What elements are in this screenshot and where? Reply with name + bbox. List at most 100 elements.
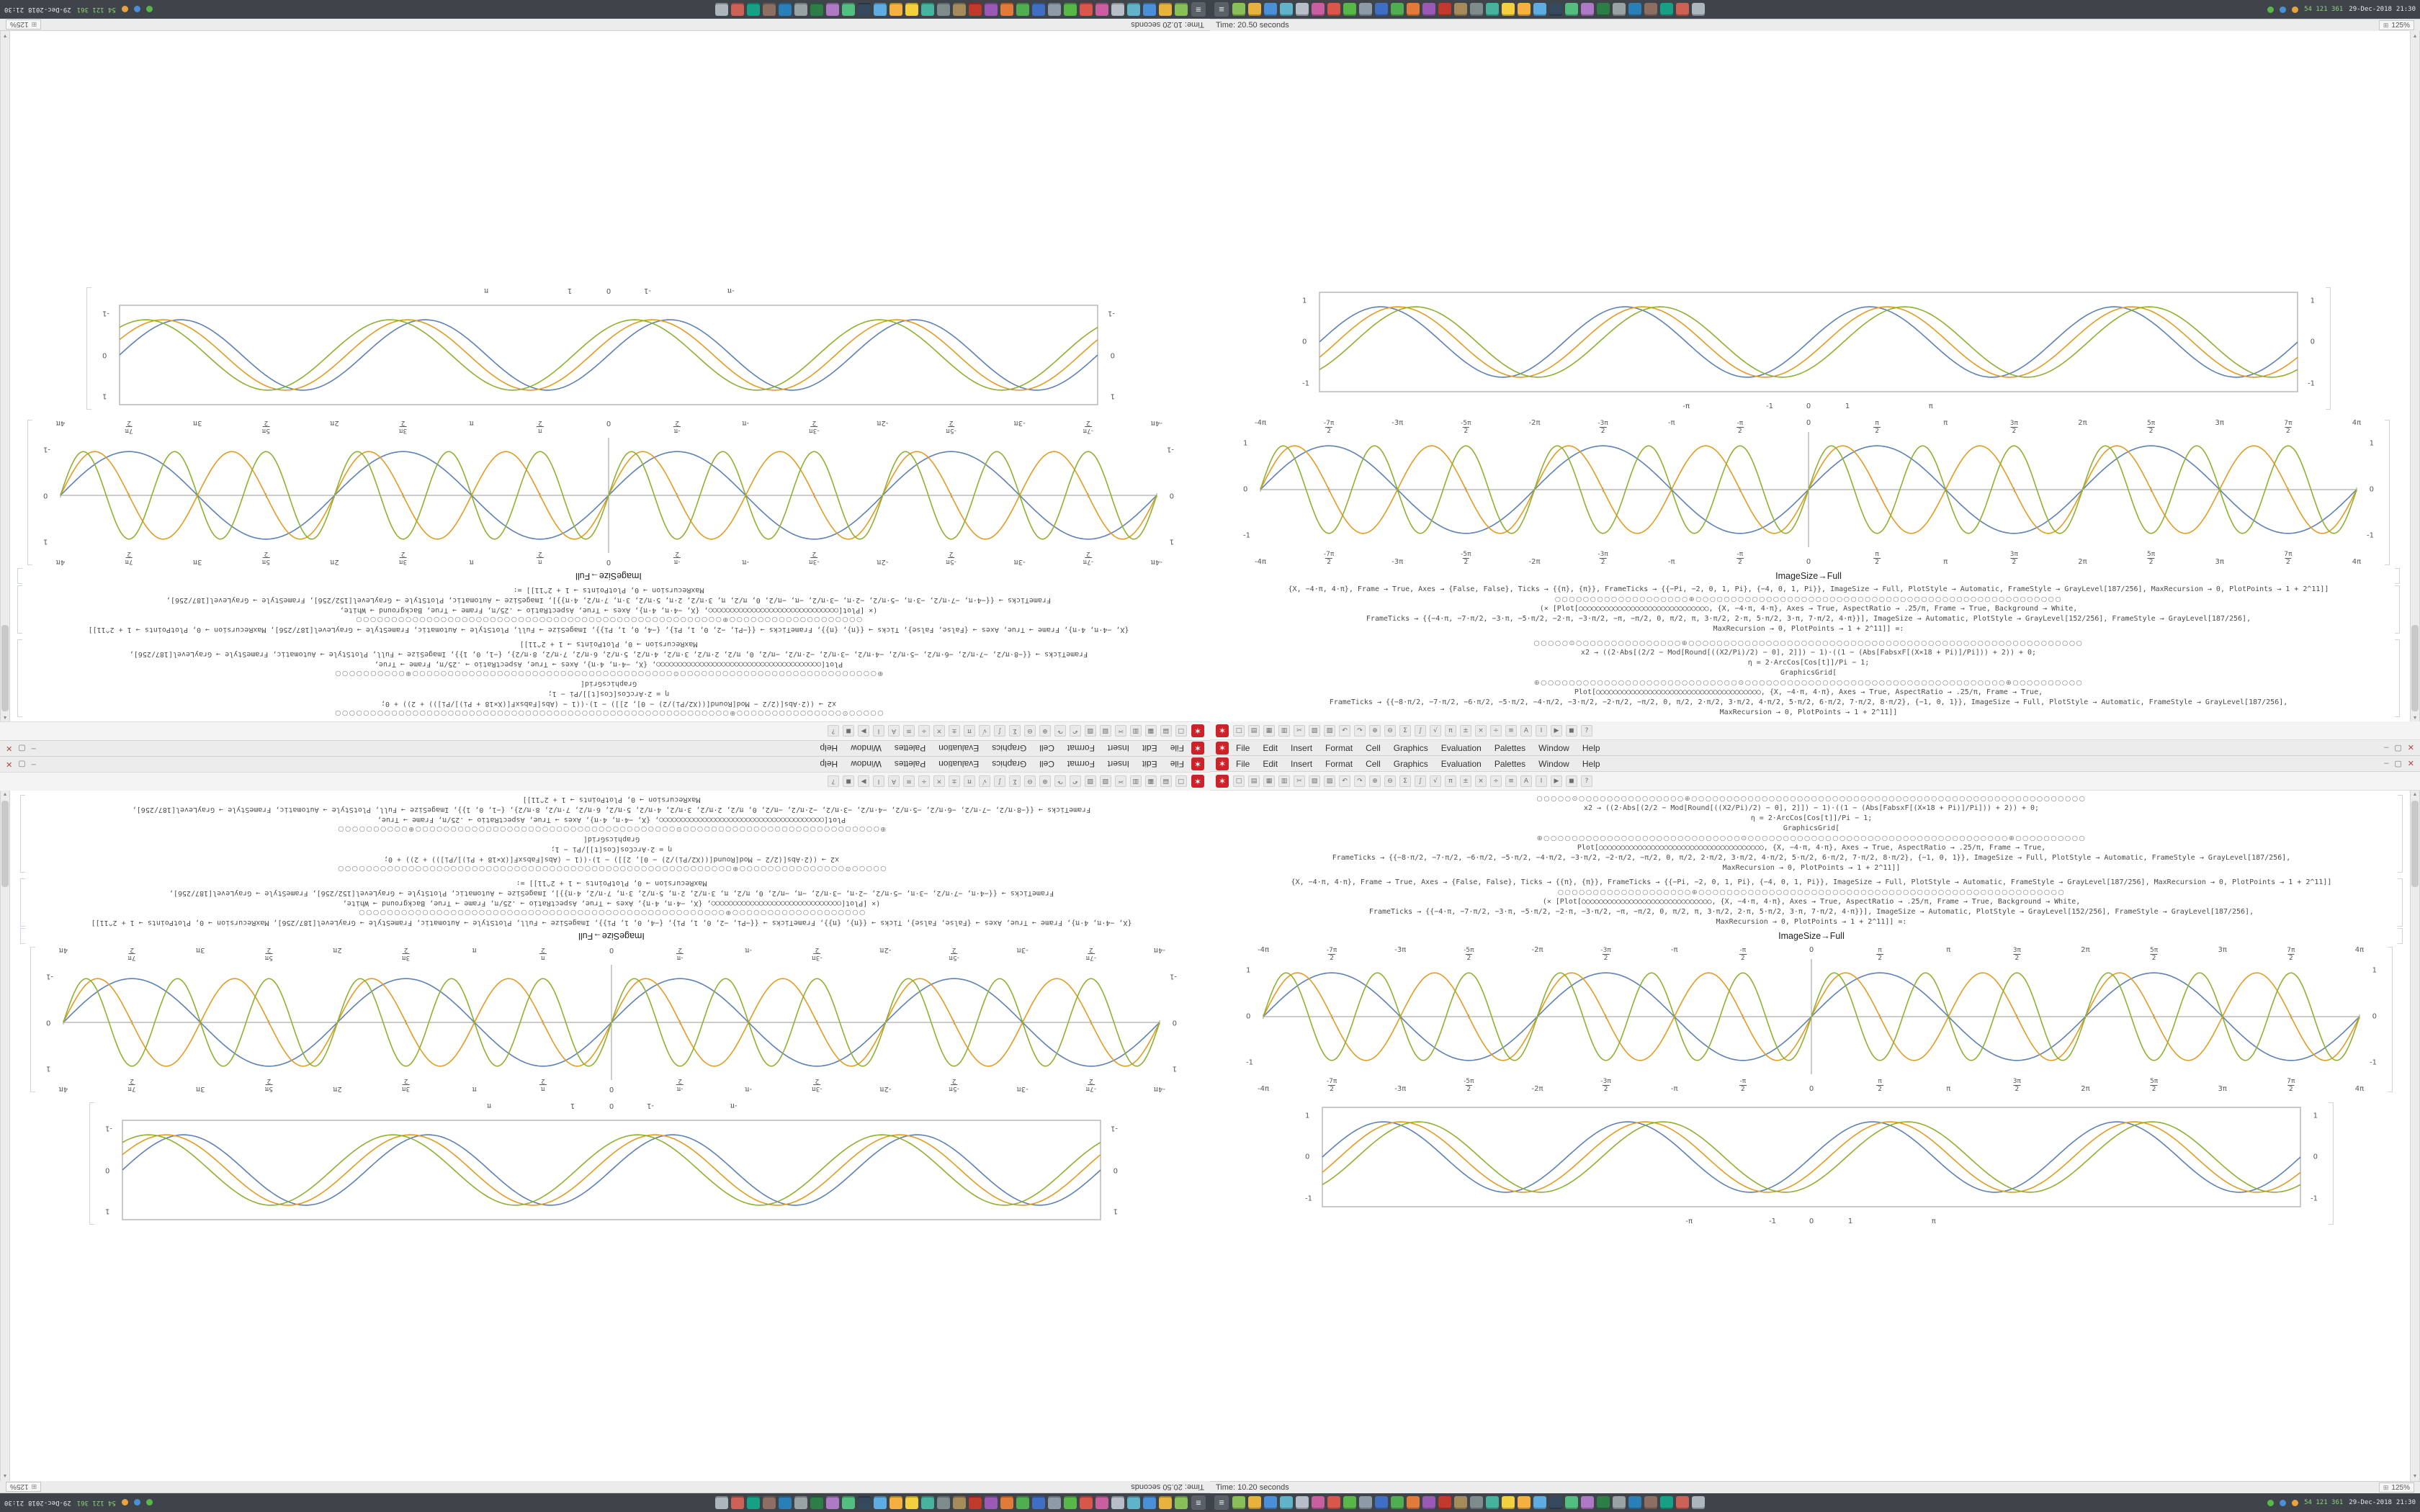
- wolfram-spikey-icon[interactable]: ✶: [1216, 774, 1229, 788]
- volume-icon[interactable]: [2292, 6, 2299, 13]
- menu-graphics[interactable]: Graphics: [992, 759, 1027, 770]
- disk-utility-icon[interactable]: [1613, 3, 1626, 16]
- mail-icon[interactable]: [1280, 1496, 1293, 1509]
- notebook[interactable]: ○○○○○⊙○○○○○○○○○○○○○○○⊕○○○○○○○○○○○○○○○○○○…: [1210, 791, 2410, 1481]
- archive-manager-icon[interactable]: [1454, 3, 1467, 16]
- menu-edit[interactable]: Edit: [1142, 759, 1157, 770]
- redo-icon[interactable]: ↷: [1354, 724, 1366, 737]
- maps-icon[interactable]: [1565, 3, 1578, 16]
- mathematica-app-icon[interactable]: ✶: [1191, 742, 1204, 755]
- paint-icon[interactable]: [905, 3, 918, 16]
- mail-icon[interactable]: [1127, 1496, 1140, 1509]
- copy-icon[interactable]: ▧: [1309, 724, 1320, 737]
- evaluate-icon[interactable]: ▶: [1551, 724, 1562, 737]
- menu-cell[interactable]: Cell: [1366, 742, 1381, 753]
- scroll-up-arrow[interactable]: ▲: [2, 792, 8, 797]
- scrollbar-thumb[interactable]: [1, 801, 9, 887]
- chat-icon[interactable]: [1064, 3, 1077, 16]
- screenshot-icon[interactable]: [1676, 3, 1689, 16]
- paste-icon[interactable]: ▨: [1324, 724, 1335, 737]
- sum-icon[interactable]: Σ: [1009, 775, 1021, 788]
- chat-icon[interactable]: [1343, 1496, 1356, 1509]
- printer-queue-icon[interactable]: [1644, 3, 1657, 16]
- screenshot-icon[interactable]: [731, 1496, 744, 1509]
- system-monitor-icon[interactable]: [921, 3, 934, 16]
- menu-insert[interactable]: Insert: [1291, 758, 1313, 769]
- updates-icon[interactable]: [2267, 1499, 2275, 1506]
- presentation-icon[interactable]: [1407, 1496, 1420, 1509]
- web-browser-icon[interactable]: [1143, 1496, 1156, 1509]
- security-icon[interactable]: [1597, 3, 1610, 16]
- mathematica-app-icon[interactable]: ✶: [1216, 741, 1229, 755]
- software-store-icon[interactable]: [826, 3, 839, 16]
- web-browser-icon[interactable]: [1264, 3, 1277, 16]
- menu-insert[interactable]: Insert: [1291, 742, 1313, 753]
- undo-icon[interactable]: ↶: [1339, 775, 1350, 787]
- scrollbar-thumb[interactable]: [2411, 801, 2419, 887]
- applications-menu-button[interactable]: ≡: [1214, 2, 1229, 17]
- menu-evaluation[interactable]: Evaluation: [1440, 758, 1482, 769]
- minimize-button[interactable]: –: [31, 744, 36, 753]
- chat-icon[interactable]: [1343, 3, 1356, 16]
- divide-icon[interactable]: ÷: [918, 775, 930, 788]
- close-button[interactable]: ✕: [2407, 760, 2414, 768]
- print-icon[interactable]: ▥: [1130, 775, 1142, 788]
- menu-window[interactable]: Window: [1538, 742, 1569, 753]
- new-notebook-icon[interactable]: □: [1175, 775, 1187, 788]
- vertical-scrollbar[interactable]: ▲ ▼: [2410, 791, 2420, 1481]
- vertical-scrollbar[interactable]: ▲ ▼: [0, 791, 10, 1481]
- menu-help[interactable]: Help: [1582, 742, 1600, 753]
- menu-insert[interactable]: Insert: [1107, 759, 1129, 770]
- open-icon[interactable]: ▤: [1160, 775, 1172, 788]
- pdf-reader-icon[interactable]: [969, 3, 982, 16]
- maximize-button[interactable]: ▢: [2394, 760, 2402, 768]
- menu-format[interactable]: Format: [1067, 743, 1095, 754]
- abort-icon[interactable]: ◼: [843, 775, 854, 788]
- new-notebook-icon[interactable]: □: [1233, 775, 1245, 787]
- network-icon[interactable]: [133, 6, 140, 13]
- zoom-control[interactable]: ⊞ 125%: [2378, 1482, 2414, 1493]
- security-icon[interactable]: [810, 1496, 823, 1509]
- wolfram-spikey-icon[interactable]: ✶: [1191, 775, 1204, 788]
- paint-icon[interactable]: [1502, 1496, 1515, 1509]
- align-icon[interactable]: ≡: [1505, 775, 1517, 787]
- software-store-icon[interactable]: [1581, 1496, 1594, 1509]
- trash-icon[interactable]: [1692, 1496, 1705, 1509]
- abort-icon[interactable]: ◼: [1566, 724, 1577, 737]
- calculator-icon[interactable]: [1048, 1496, 1061, 1509]
- minimize-button[interactable]: –: [31, 760, 36, 769]
- scroll-down-arrow[interactable]: ▼: [2412, 1474, 2418, 1479]
- maximize-button[interactable]: ▢: [18, 744, 26, 752]
- close-button[interactable]: ✕: [6, 744, 13, 752]
- files-icon[interactable]: [1248, 3, 1261, 16]
- writer-icon[interactable]: [1032, 1496, 1045, 1509]
- cut-icon[interactable]: ✂: [1294, 724, 1305, 737]
- pi-icon[interactable]: π: [964, 725, 975, 737]
- plus-minus-icon[interactable]: ±: [949, 775, 960, 788]
- wolfram-spikey-icon[interactable]: ✶: [1191, 724, 1204, 738]
- scroll-down-arrow[interactable]: ▼: [2, 33, 8, 38]
- calendar-icon[interactable]: [874, 3, 887, 16]
- save-icon[interactable]: ▦: [1263, 775, 1275, 787]
- volume-icon[interactable]: [2292, 1499, 2299, 1506]
- terminal-icon[interactable]: [1175, 1496, 1188, 1509]
- maps-icon[interactable]: [1565, 1496, 1578, 1509]
- menu-insert[interactable]: Insert: [1107, 743, 1129, 754]
- text-editor-icon[interactable]: [1296, 3, 1309, 16]
- image-viewer-icon[interactable]: [1422, 3, 1435, 16]
- evaluate-icon[interactable]: ▶: [858, 725, 869, 737]
- printer-queue-icon[interactable]: [1644, 1496, 1657, 1509]
- camera-icon[interactable]: [858, 3, 871, 16]
- menu-evaluation[interactable]: Evaluation: [1440, 742, 1482, 753]
- italic-icon[interactable]: I: [873, 775, 884, 788]
- calculator-icon[interactable]: [1048, 3, 1061, 16]
- undo-icon[interactable]: ↶: [1070, 725, 1081, 737]
- sqrt-icon[interactable]: √: [1430, 775, 1441, 787]
- cut-icon[interactable]: ✂: [1115, 725, 1126, 737]
- web-browser-icon[interactable]: [1143, 3, 1156, 16]
- paste-icon[interactable]: ▨: [1324, 775, 1335, 787]
- disk-utility-icon[interactable]: [1613, 1496, 1626, 1509]
- terminal-icon[interactable]: [1232, 1496, 1245, 1509]
- security-icon[interactable]: [1597, 1496, 1610, 1509]
- music-player-icon[interactable]: [1095, 1496, 1108, 1509]
